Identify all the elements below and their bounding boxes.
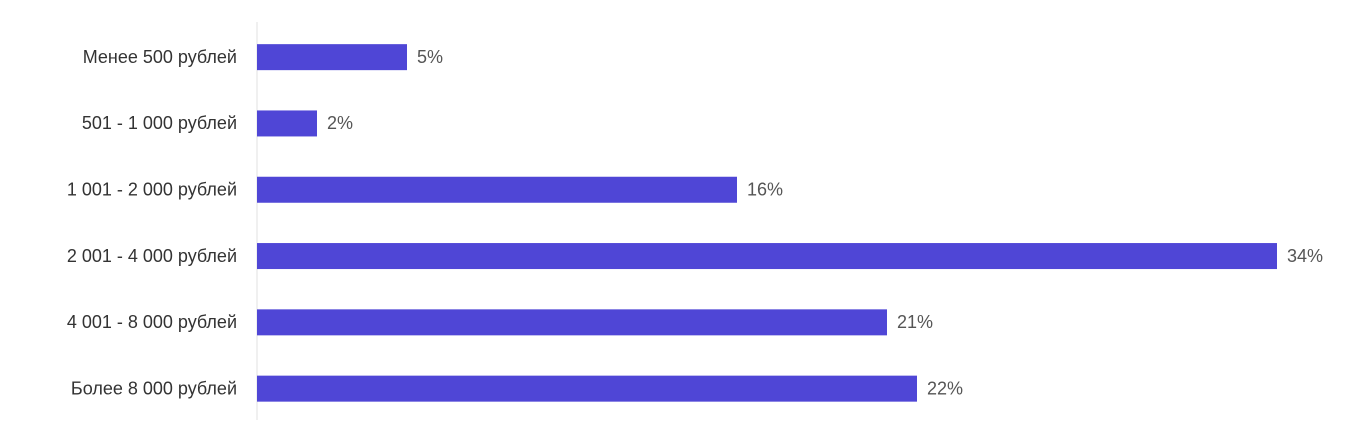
value-label: 22%	[927, 378, 963, 398]
bar	[257, 375, 917, 402]
value-label: 2%	[327, 113, 353, 133]
category-label: 2 001 - 4 000 рублей	[67, 246, 237, 266]
bar	[257, 176, 737, 203]
value-label: 16%	[747, 180, 783, 200]
value-label: 21%	[897, 312, 933, 332]
bar	[257, 110, 317, 137]
category-label: Менее 500 рублей	[83, 47, 237, 67]
bar	[257, 44, 407, 71]
value-label: 34%	[1287, 246, 1323, 266]
value-label: 5%	[417, 47, 443, 67]
category-label: 4 001 - 8 000 рублей	[67, 312, 237, 332]
category-label: 501 - 1 000 рублей	[82, 113, 237, 133]
category-label: 1 001 - 2 000 рублей	[67, 180, 237, 200]
bar	[257, 309, 887, 336]
category-label: Более 8 000 рублей	[71, 378, 237, 398]
bar	[257, 243, 1277, 270]
